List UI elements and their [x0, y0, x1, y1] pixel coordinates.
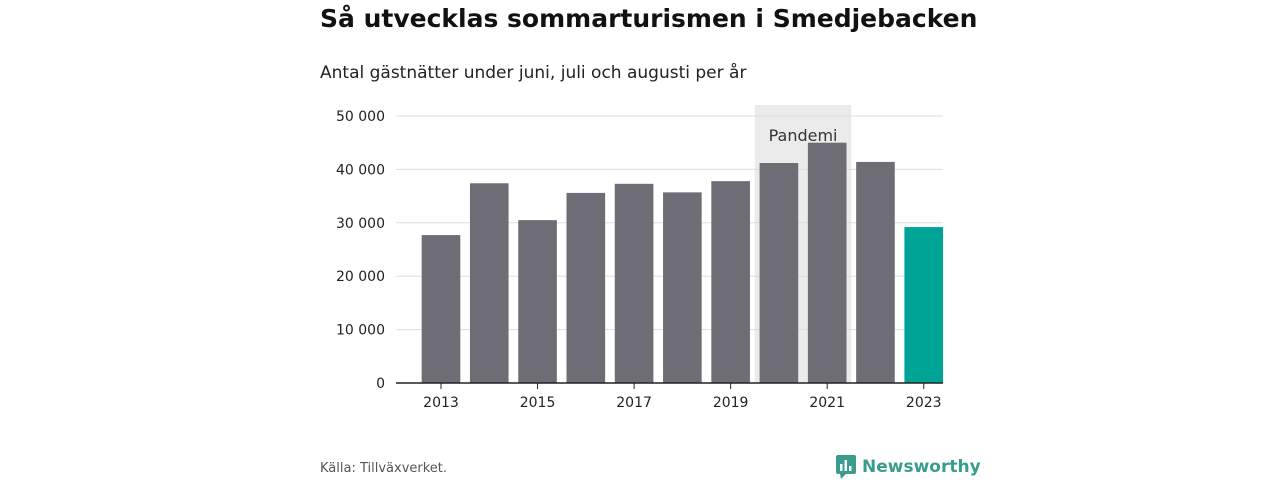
bar-2014	[469, 183, 509, 383]
newsworthy-logo-icon	[836, 455, 856, 479]
bar-2018	[663, 192, 702, 383]
x-tick-label: 2021	[809, 395, 845, 411]
y-tick-label: 30 000	[336, 216, 385, 232]
bar-2016	[566, 192, 606, 383]
y-tick-label: 10 000	[336, 323, 385, 339]
x-tick-label: 2019	[713, 395, 749, 411]
bar-2013	[421, 235, 461, 383]
bar-2021	[807, 142, 847, 383]
brand-logo: Newsworthy	[836, 455, 981, 479]
bar-2020	[759, 162, 799, 383]
bar-2023	[904, 227, 944, 383]
y-tick-label: 50 000	[336, 109, 385, 125]
bar-2015	[518, 220, 557, 383]
bar-2017	[614, 183, 654, 383]
y-tick-label: 20 000	[336, 269, 385, 285]
chart-subtitle: Antal gästnätter under juni, juli och au…	[320, 63, 747, 83]
x-tick-label: 2013	[423, 395, 459, 411]
source-note: Källa: Tillväxverket.	[320, 461, 448, 476]
bar-chart: Pandemi 0 10 000 20 000 30 000 40 000 50 000 20…	[336, 105, 944, 411]
y-tick-label: 40 000	[336, 162, 385, 178]
bar-2022	[856, 161, 895, 383]
pandemic-annotation-label: Pandemi	[769, 126, 838, 145]
y-tick-label: 0	[376, 376, 385, 392]
x-tick-label: 2015	[520, 395, 556, 411]
x-tick-label: 2017	[616, 395, 652, 411]
bar-2019	[711, 181, 750, 383]
brand-name: Newsworthy	[862, 457, 981, 477]
x-tick-label: 2023	[906, 395, 942, 411]
chart-title: Så utvecklas sommarturismen i Smedjeback…	[320, 4, 978, 33]
